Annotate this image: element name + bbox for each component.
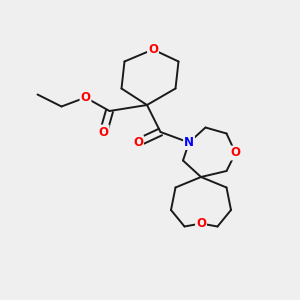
Text: N: N (184, 136, 194, 149)
Text: O: O (98, 125, 109, 139)
Text: O: O (148, 43, 158, 56)
Text: O: O (196, 217, 206, 230)
Text: O: O (230, 146, 241, 160)
Text: O: O (80, 91, 91, 104)
Text: O: O (133, 136, 143, 149)
